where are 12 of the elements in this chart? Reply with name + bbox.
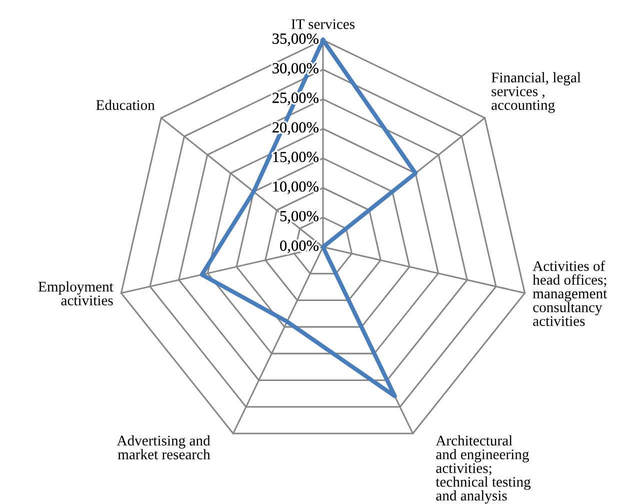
spoke-label: IT services	[291, 19, 355, 30]
spoke-label: Financial, legal services , accounting	[492, 72, 581, 113]
spoke-label: Activities of head offices; management consultancy activities	[532, 260, 608, 326]
y-tick-label: 35,00%	[272, 34, 318, 46]
spoke-label: Advertising and market research	[116, 435, 210, 460]
y-tick-label: 10,00%	[273, 181, 318, 194]
y-tick-label: 5,00%	[280, 210, 318, 224]
spoke-label: Employment activities	[38, 281, 114, 306]
y-tick-label: 15,00%	[273, 152, 318, 164]
y-tick-label: 0,00%	[280, 240, 318, 254]
spoke-label: Education	[96, 100, 155, 110]
spoke-label: Architectural and engineering activities; technical testing and analysis	[436, 435, 531, 504]
